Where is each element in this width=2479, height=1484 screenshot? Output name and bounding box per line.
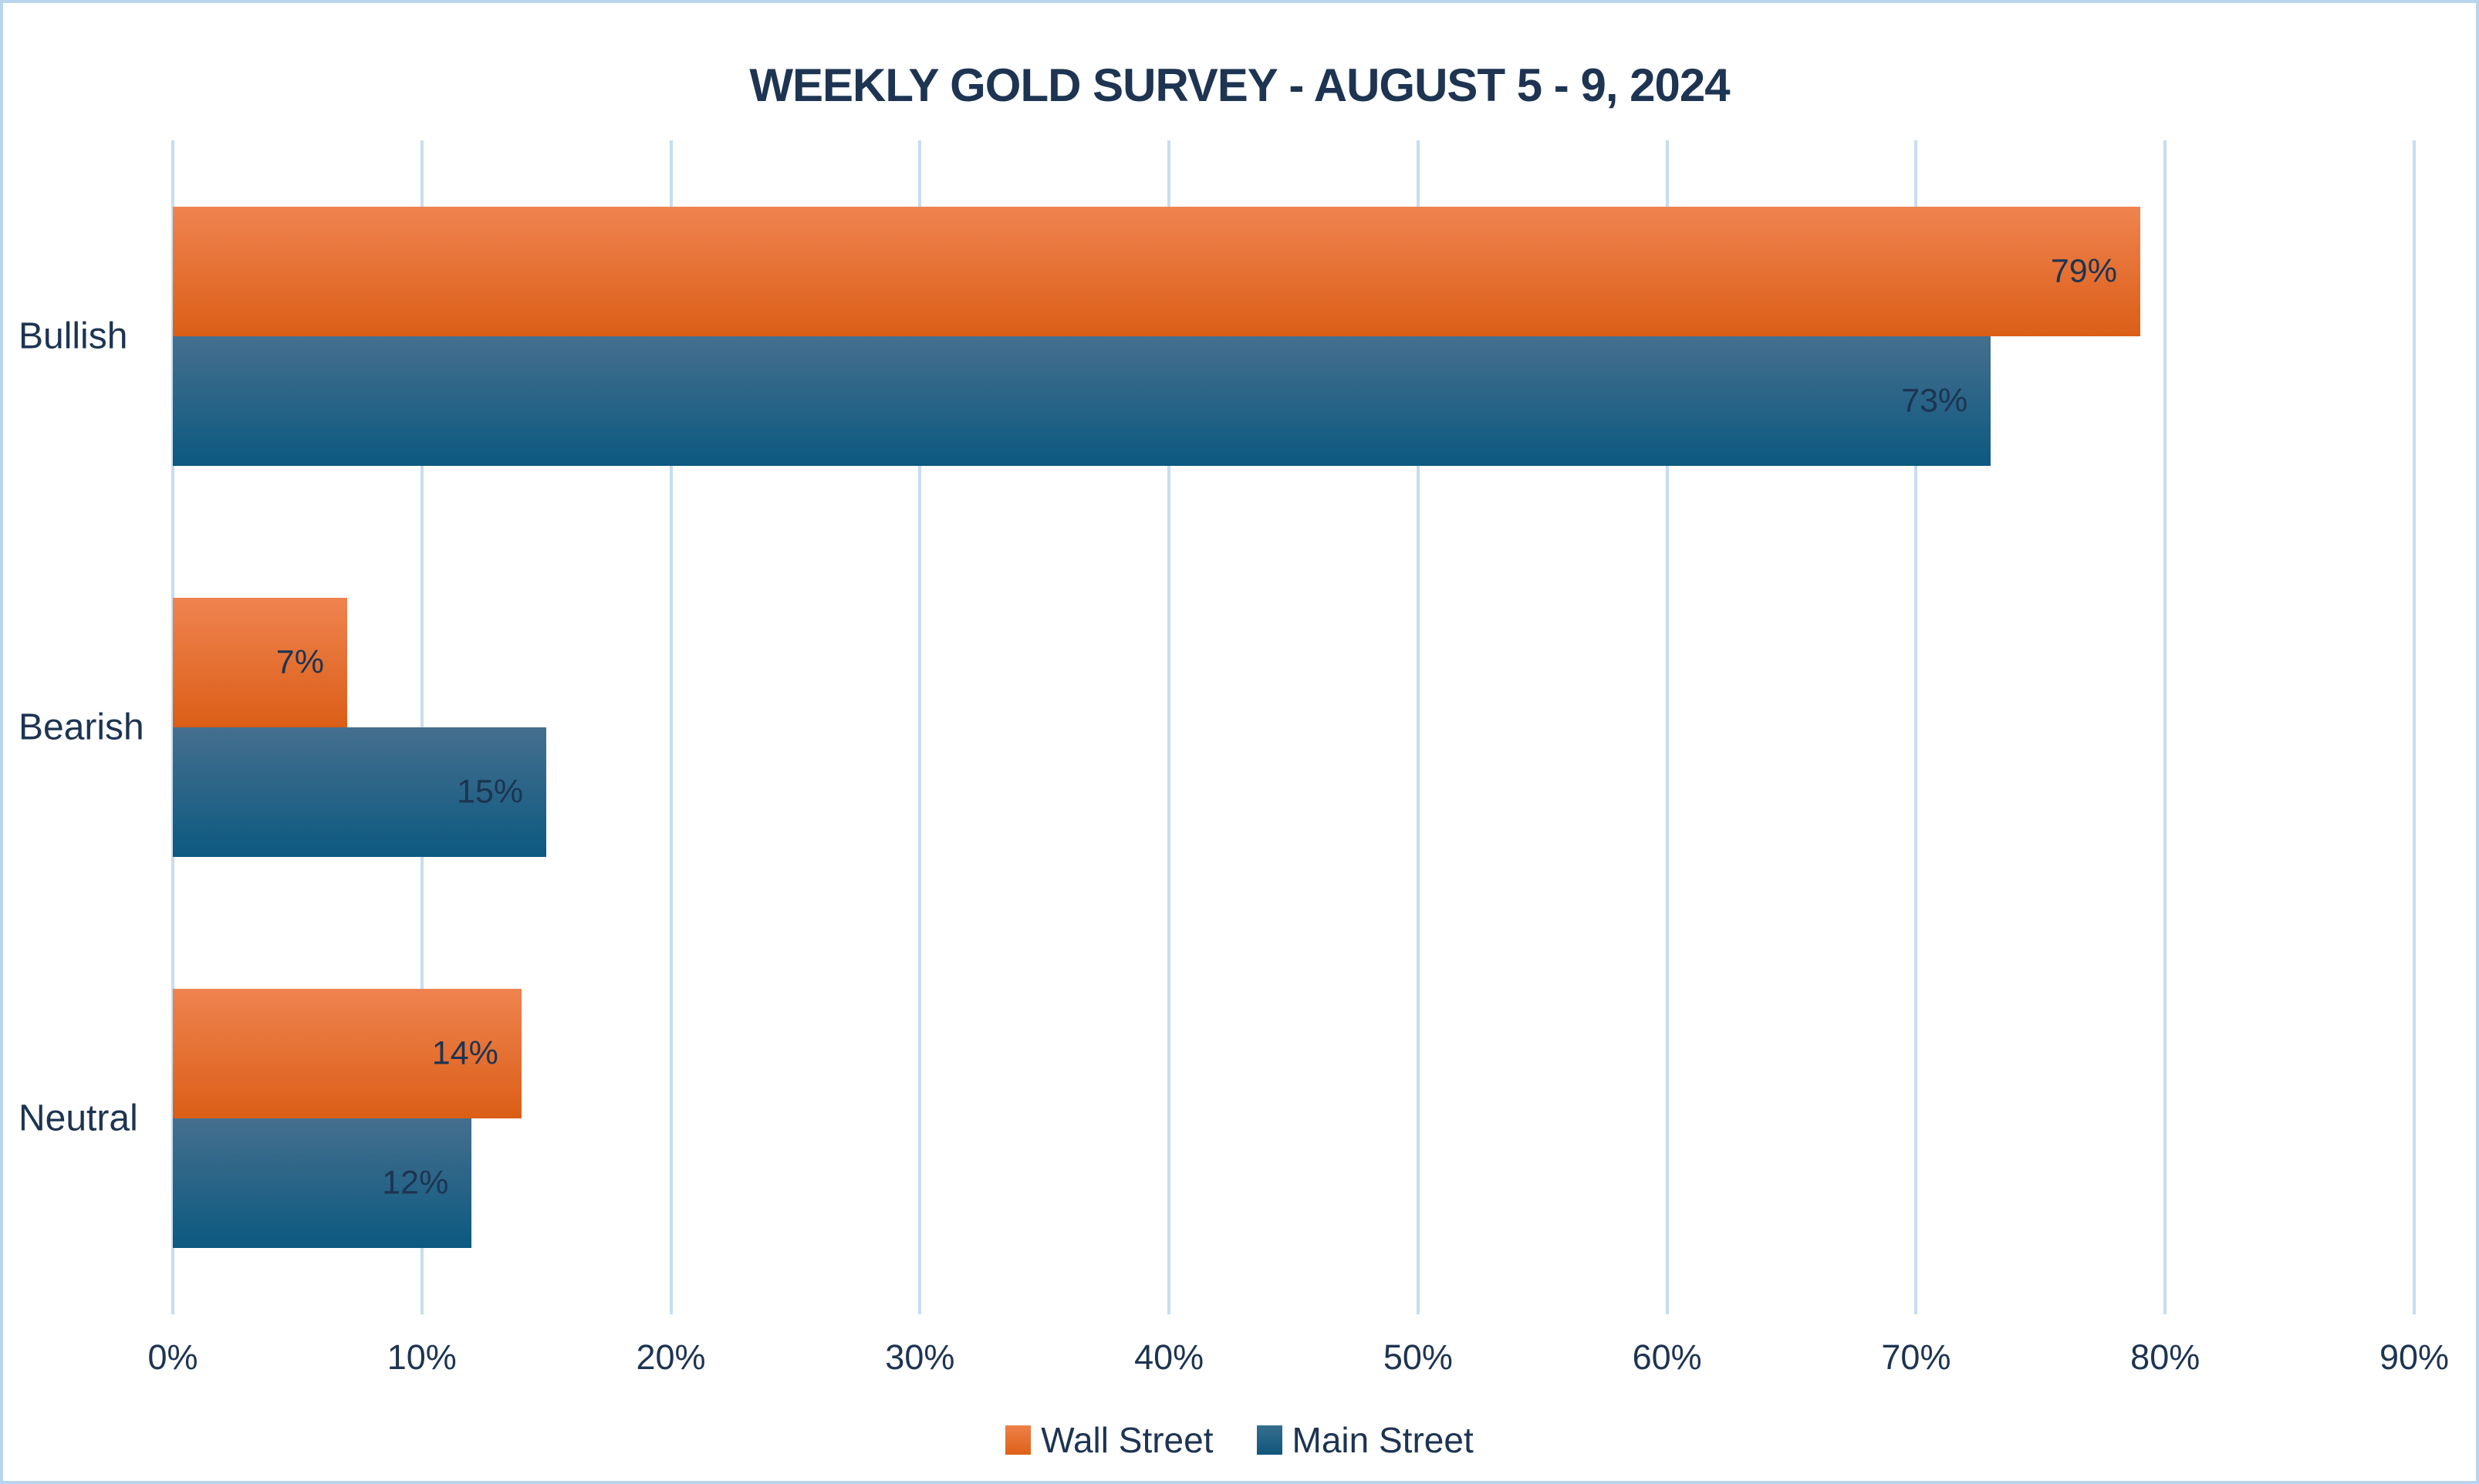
x-tick-label: 90%: [2379, 1337, 2450, 1377]
x-tick-label: 80%: [2130, 1337, 2200, 1377]
category-label-neutral: Neutral: [19, 1098, 138, 1139]
x-axis: 0% 10% 20% 30% 40% 50% 60% 70% 80% 90%: [147, 1314, 2449, 1377]
bar-group-bearish: Bearish 7% 15%: [19, 531, 2414, 922]
x-tick-label: 50%: [1383, 1337, 1453, 1377]
x-tick-label: 40%: [1134, 1337, 1204, 1377]
category-label-bearish: Bearish: [19, 707, 144, 748]
bar-wall-street-bullish: 79%: [173, 206, 2140, 336]
legend-item-main-street: Main Street: [1256, 1419, 1474, 1461]
gridline: [1416, 140, 1420, 1314]
x-tick-label: 60%: [1632, 1337, 1702, 1377]
data-label: 7%: [275, 643, 324, 681]
data-label: 14%: [431, 1034, 498, 1072]
bar-group-bullish: Bullish 79% 73%: [19, 140, 2414, 531]
plot-area: Bullish 79% 73% Bearish 7% 15% Neutral 1…: [19, 140, 2449, 1377]
bar-wall-street-neutral: 14%: [173, 989, 522, 1119]
gridline: [2163, 140, 2167, 1314]
gridline: [1914, 140, 1918, 1314]
legend-label-wall-street: Wall Street: [1041, 1420, 1214, 1460]
x-tick-label: 20%: [636, 1337, 706, 1377]
gridline: [1167, 140, 1171, 1314]
legend-label-main-street: Main Street: [1292, 1420, 1474, 1460]
gridline: [918, 140, 922, 1314]
data-label: 15%: [457, 773, 524, 811]
chart-title: WEEKLY GOLD SURVEY - AUGUST 5 - 9, 2024: [749, 59, 1730, 111]
x-tick-label: 30%: [885, 1337, 955, 1377]
legend: Wall Street Main Street: [3, 1419, 2476, 1461]
gridline: [2413, 140, 2416, 1314]
x-tick-label: 10%: [387, 1337, 457, 1377]
bar-main-street-bullish: 73%: [173, 336, 1991, 466]
gridline: [1665, 140, 1669, 1314]
bar-group-neutral: Neutral 14% 12%: [19, 923, 2414, 1314]
legend-item-wall-street: Wall Street: [1005, 1419, 1214, 1461]
x-tick-label: 70%: [1881, 1337, 1951, 1377]
gridline: [669, 140, 673, 1314]
wall-street-swatch-icon: [1005, 1425, 1032, 1455]
data-label: 79%: [2050, 252, 2117, 290]
data-label: 73%: [1901, 382, 1968, 420]
bar-main-street-bearish: 15%: [173, 727, 547, 857]
bar-wall-street-bearish: 7%: [173, 597, 347, 727]
x-tick-label: 0%: [147, 1337, 198, 1377]
data-label: 12%: [382, 1164, 449, 1202]
category-label-bullish: Bullish: [19, 315, 128, 357]
bar-main-street-neutral: 12%: [173, 1118, 472, 1249]
main-street-swatch-icon: [1256, 1425, 1282, 1455]
